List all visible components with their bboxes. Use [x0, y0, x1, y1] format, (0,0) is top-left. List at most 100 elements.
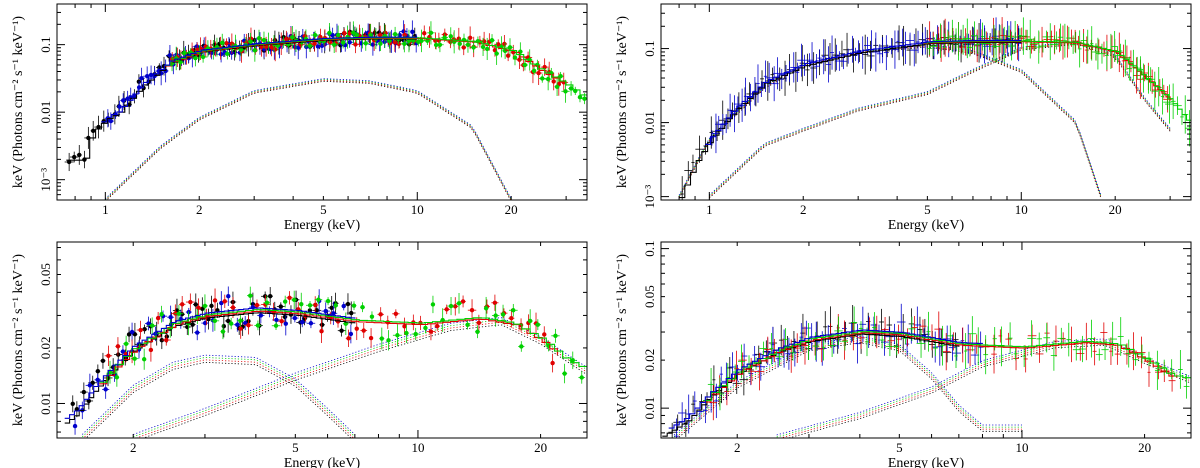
data-point: [348, 331, 354, 337]
data-point: [77, 152, 82, 158]
data-point: [402, 32, 407, 38]
y-axis-label: keV (Photons cm⁻² s⁻¹ keV⁻¹): [615, 254, 630, 426]
data-point: [393, 311, 399, 316]
data-point: [428, 30, 434, 36]
x-tick-label: 5: [320, 202, 327, 217]
x-tick-label: 10: [1015, 440, 1028, 455]
data-point: [422, 31, 427, 36]
data-point: [505, 53, 511, 58]
data-point: [551, 79, 556, 84]
data-point: [229, 41, 235, 46]
data-point: [387, 38, 392, 43]
data-point: [448, 34, 453, 39]
data-point: [200, 54, 206, 60]
data-point: [252, 48, 258, 53]
data-point: [406, 38, 412, 44]
data-point: [96, 124, 101, 130]
data-point: [568, 86, 574, 91]
data-point: [176, 311, 182, 316]
y-axis-label: keV (Photons cm⁻² s⁻¹ keV⁻¹): [11, 16, 26, 188]
data-point: [106, 353, 111, 359]
data-point: [299, 301, 304, 307]
data-point: [494, 51, 499, 56]
data-point: [87, 383, 93, 388]
model-total-blue: [101, 36, 418, 123]
data-point: [226, 294, 231, 299]
data-point: [379, 336, 385, 341]
data-point: [190, 322, 195, 327]
data-point: [325, 298, 331, 304]
data-point: [291, 297, 297, 303]
data-point: [220, 329, 226, 334]
data-point: [315, 44, 321, 49]
data-point: [329, 305, 334, 311]
data-point: [282, 299, 288, 304]
chart-panel-top-right: 1 2 5 10 20 10⁻³ 0.01 0.1 Energy (keV) keV (Photo…: [615, 3, 1192, 233]
data-point: [149, 323, 155, 328]
y-tick-label: 0.01: [642, 111, 657, 134]
data-point: [509, 316, 514, 321]
x-tick-label: 1: [706, 202, 713, 217]
x-tick-label: 2: [130, 440, 137, 455]
data-point: [354, 32, 359, 38]
data-point: [480, 44, 486, 50]
data-point: [448, 303, 454, 309]
data-point: [308, 321, 314, 326]
data-point: [392, 31, 398, 37]
data-point: [123, 341, 129, 347]
data-point: [377, 32, 383, 38]
data-point: [353, 42, 358, 47]
x-tick-label: 5: [292, 440, 299, 455]
x-axis-label: Energy (keV): [284, 456, 361, 468]
model-component-component_b-blue: [776, 338, 1191, 436]
data-point: [314, 308, 319, 313]
y-tick-label: 0.02: [642, 349, 657, 372]
data-point: [563, 89, 568, 94]
data-point: [402, 324, 407, 329]
data-point: [481, 39, 487, 44]
data-point: [467, 35, 473, 40]
data-point: [341, 303, 346, 309]
model-total-black: [662, 333, 960, 437]
data-point: [579, 375, 584, 380]
data-point: [193, 55, 198, 61]
plot-area: [64, 286, 587, 438]
data-point: [168, 315, 173, 320]
model-total-black: [679, 41, 1022, 199]
y-tick-label: 10⁻³: [642, 185, 657, 209]
data-point: [70, 401, 75, 406]
data-point: [582, 96, 587, 101]
data-point: [489, 38, 495, 43]
y-tick-label: 0.01: [642, 397, 657, 420]
data-point: [155, 315, 161, 321]
data-point: [423, 325, 428, 331]
data-point: [117, 104, 122, 109]
model-total-green: [703, 331, 1191, 402]
data-point: [360, 304, 365, 310]
data-point: [218, 52, 224, 57]
y-axis-label: keV (Photons cm⁻² s⁻¹ keV⁻¹): [615, 16, 630, 188]
data-point: [230, 305, 236, 310]
data-point: [100, 358, 106, 364]
model-component-component_a-blue: [82, 354, 356, 435]
x-tick-label: 2: [800, 202, 807, 217]
data-point: [81, 389, 87, 395]
data-point: [248, 293, 253, 298]
data-point: [522, 62, 528, 68]
data-point: [476, 320, 482, 325]
model-component-component_a-red: [105, 79, 512, 200]
data-point: [531, 68, 537, 74]
data-point: [319, 328, 324, 334]
data-point: [283, 321, 288, 326]
data-point: [279, 318, 284, 324]
plot-area: [662, 303, 1191, 438]
axes-frame: [56, 3, 588, 201]
data-point: [457, 41, 462, 47]
data-point: [335, 319, 341, 324]
model-total-red: [923, 41, 1171, 101]
data-point: [292, 315, 298, 321]
x-tick-label: 2: [734, 440, 741, 455]
data-point: [202, 303, 208, 309]
data-point: [435, 323, 440, 329]
data-point: [179, 302, 185, 307]
